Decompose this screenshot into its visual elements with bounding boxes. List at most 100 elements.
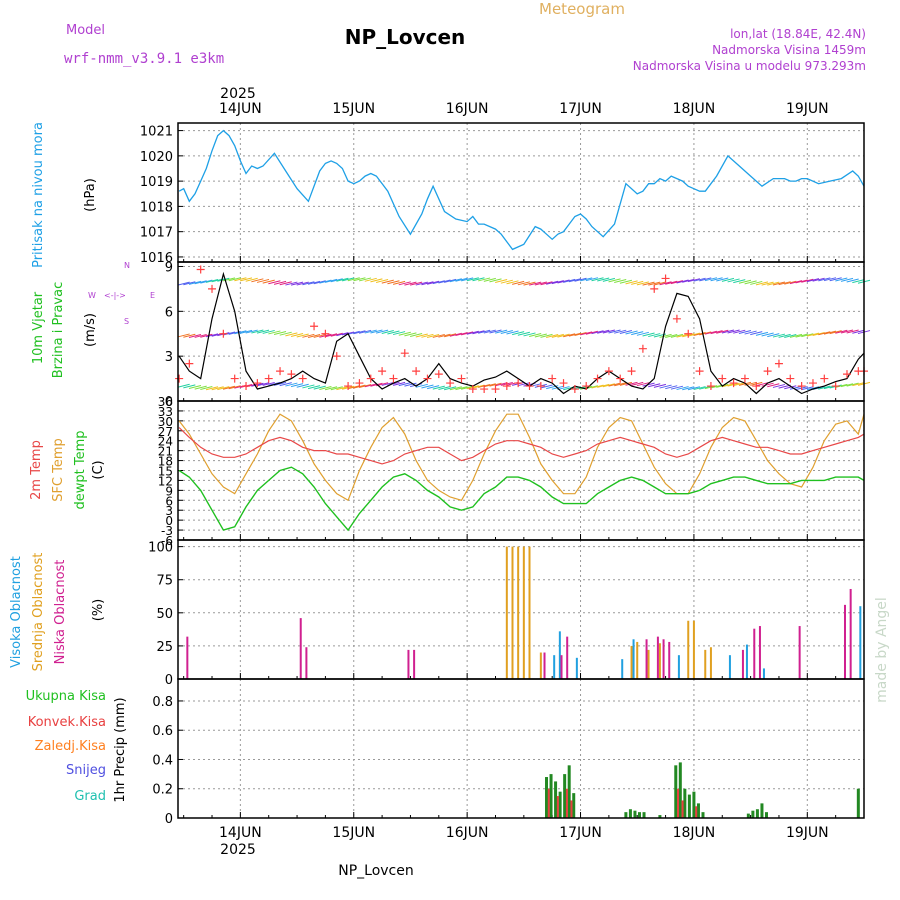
cloud-mid-bar <box>692 620 695 679</box>
wind-arrow <box>200 333 213 338</box>
wind-arrow <box>353 277 366 282</box>
wind-arrow <box>290 332 304 337</box>
wind-arrow <box>540 333 553 338</box>
cloud-high-bar <box>558 631 561 679</box>
precip-total-label: Ukupna Kisa <box>26 689 106 704</box>
wind-arrow <box>466 330 479 335</box>
wind-arrow <box>523 281 536 286</box>
wind-arrow <box>290 383 304 388</box>
wind-arrow <box>256 329 270 334</box>
wind-arrow <box>818 331 831 336</box>
wind-arrow <box>364 329 377 334</box>
top-day-label: 17JUN <box>559 101 602 117</box>
wind-arrow <box>217 386 230 391</box>
gust-marker <box>570 385 579 394</box>
wind-arrow <box>256 278 270 283</box>
wind-arrow <box>194 385 207 390</box>
wind-arrow <box>744 280 757 285</box>
wind-arrow <box>228 277 241 282</box>
wind-arrow <box>687 278 701 283</box>
cloud-low-bar <box>305 647 308 679</box>
wind-arrow <box>710 330 723 335</box>
wind-arrow <box>194 333 207 338</box>
wind-arrow <box>597 383 610 388</box>
wind-arrow <box>438 279 451 284</box>
wind-arrow <box>183 333 196 338</box>
wind-arrow <box>585 277 598 282</box>
wind-arrow <box>523 332 536 337</box>
cloud-low-bar <box>186 636 189 679</box>
wind-arrow <box>738 279 752 284</box>
wind-arrow <box>512 331 525 336</box>
wind-arrow <box>483 329 496 334</box>
wind-arrow <box>404 382 417 387</box>
wind-arrow <box>619 381 633 386</box>
temp-sfc-ylabel: SFC Temp <box>51 438 66 502</box>
wind-arrow <box>472 330 485 335</box>
wind-arrow <box>755 331 769 336</box>
wind-arrow <box>358 329 372 334</box>
wind-arrow <box>415 333 428 338</box>
wind-arrow <box>602 329 615 334</box>
wind-arrow <box>795 279 808 284</box>
gust-marker <box>491 385 500 394</box>
wind-arrow <box>852 382 865 387</box>
elevation-text: Nadmorska Visina 1459m <box>712 43 866 57</box>
wind-arrow <box>608 329 621 334</box>
wind-arrow <box>852 329 865 334</box>
wind-arrow <box>699 277 712 282</box>
y-tick-label: 1016 <box>140 251 173 266</box>
wind-arrow <box>534 333 547 338</box>
model-label: Model <box>66 23 105 38</box>
gust-marker <box>842 370 851 379</box>
wind-arrow <box>806 332 820 337</box>
wind-arrow <box>846 329 859 334</box>
wind-arrow <box>330 332 343 337</box>
wind-arrow <box>347 385 360 390</box>
gust-marker <box>242 382 251 391</box>
wind-arrow <box>693 386 706 391</box>
gust-marker <box>230 374 239 383</box>
wind-arrow <box>625 381 638 386</box>
wind-arrow <box>364 277 377 282</box>
precip-total-bar <box>545 777 549 818</box>
cloud-mid-bar <box>517 546 520 679</box>
wind-arrow <box>483 383 496 388</box>
wind-arrow <box>319 279 332 284</box>
cloud-mid-bar <box>687 620 690 679</box>
precip-total-bar <box>658 815 662 818</box>
wind-arrow <box>648 383 661 388</box>
cloud-mid-bar <box>647 649 650 679</box>
wind-arrow <box>676 333 689 338</box>
wind-arrow <box>183 384 196 389</box>
precip-conv-label: Konvek.Kisa <box>28 715 106 730</box>
wind-arrow <box>330 386 343 391</box>
precip-total-bar <box>558 791 562 818</box>
wind-arrow <box>307 333 321 338</box>
wind-arrow <box>421 281 434 286</box>
wind-arrow <box>665 280 678 285</box>
cloud-low-bar <box>798 626 801 679</box>
precip-conv-bar <box>677 788 680 818</box>
gust-marker <box>820 374 829 383</box>
cloud-mid-bar <box>522 546 525 679</box>
y-tick-label: 1021 <box>140 125 173 140</box>
gust-marker <box>593 374 602 383</box>
cloud-low-bar <box>662 639 665 679</box>
wind-ylabel: 10m Vjetar <box>31 291 46 364</box>
wind-arrow <box>585 330 598 335</box>
wind-arrow <box>444 278 457 283</box>
gust-marker <box>287 370 296 379</box>
wind-arrow <box>506 330 519 335</box>
cloud-high-bar <box>553 655 556 679</box>
cloud-high-bar <box>575 657 578 679</box>
y-tick-label: 6 <box>165 305 173 320</box>
top-day-label: 14JUN <box>219 101 262 117</box>
wind-arrow <box>489 329 502 334</box>
precip-total-bar <box>633 810 637 818</box>
wind-arrow <box>755 382 769 387</box>
temp-2m-line <box>178 427 865 465</box>
wind-arrow <box>704 277 718 282</box>
gust-marker <box>321 329 330 338</box>
